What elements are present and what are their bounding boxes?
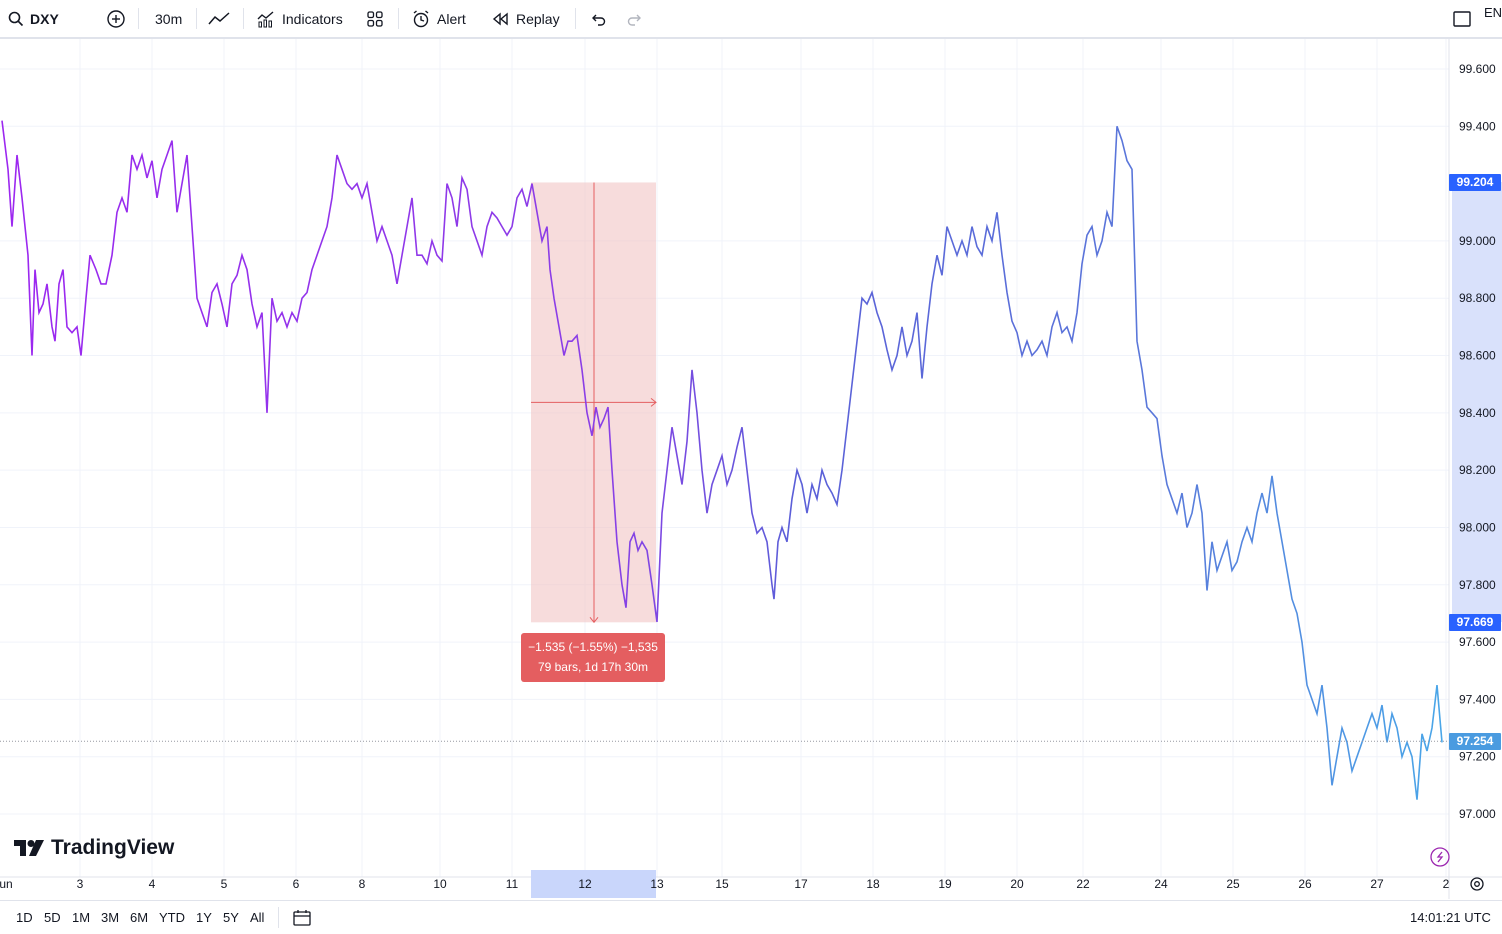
grid-icon <box>367 10 383 27</box>
time-tick-label: un <box>0 877 13 891</box>
settings-gear-icon[interactable] <box>1470 877 1484 891</box>
range-6m[interactable]: 6M <box>130 910 149 925</box>
time-tick-label: 22 <box>1076 877 1090 891</box>
range-1d[interactable]: 1D <box>16 910 33 925</box>
time-tick-label: 15 <box>715 877 729 891</box>
price-tag-low: 97.669 <box>1449 614 1501 631</box>
price-tick-label: 99.600 <box>1459 62 1496 76</box>
time-tick-label: 25 <box>1226 877 1240 891</box>
price-tick-label: 99.400 <box>1459 119 1496 133</box>
time-axis-range-highlight <box>531 870 656 898</box>
price-tick-label: 97.800 <box>1459 578 1496 592</box>
arrow-right-icon <box>650 397 657 407</box>
top-toolbar: DXY 30m Indicators Alert Replay EN <box>0 0 1502 39</box>
date-range-button[interactable] <box>292 901 312 934</box>
indicators-button[interactable]: Indicators <box>256 0 343 37</box>
time-tick-label: 11 <box>506 877 519 891</box>
price-line <box>1 120 1443 800</box>
layouts-button[interactable] <box>366 0 384 37</box>
range-1y[interactable]: 1Y <box>196 910 212 925</box>
bottom-toolbar: 1D 5D 1M 3M 6M YTD 1Y 5Y All 14:01:21 UTC <box>0 900 1502 934</box>
calendar-icon <box>293 909 311 926</box>
time-tick-label: 17 <box>794 877 808 891</box>
price-tick-label: 98.000 <box>1459 520 1496 534</box>
price-tick-label: 98.200 <box>1459 463 1496 477</box>
time-axis[interactable]: un 3 4 5 6 8 10 11 12 13 15 17 18 19 20 22 24 25 26 27 2 <box>0 877 1450 891</box>
price-tick-label: 97.400 <box>1459 692 1496 706</box>
range-ytd[interactable]: YTD <box>159 910 185 925</box>
time-tick-label: 8 <box>359 877 366 891</box>
time-tick-label: 10 <box>433 877 447 891</box>
time-tick-label: 19 <box>938 877 952 891</box>
price-tick-label: 98.600 <box>1459 349 1496 363</box>
measure-tooltip: −1.535 (−1.55%) −1,535 79 bars, 1d 17h 3… <box>521 633 665 682</box>
price-tick-label: 98.400 <box>1459 406 1496 420</box>
replay-label: Replay <box>516 10 560 27</box>
time-tick-label: 13 <box>650 877 664 891</box>
range-1m[interactable]: 1M <box>72 910 91 925</box>
price-tag-last: 97.254 <box>1449 733 1501 750</box>
price-tick-label: 98.800 <box>1459 291 1496 305</box>
measure-bars: 79 bars, 1d 17h 30m <box>537 660 649 674</box>
range-5y[interactable]: 5Y <box>223 910 239 925</box>
tradingview-logo[interactable]: TradingView <box>14 836 174 860</box>
lightning-icon[interactable] <box>1430 847 1450 867</box>
price-axis-range-highlight <box>1452 182 1502 622</box>
interval-button[interactable]: 30m <box>155 10 183 27</box>
time-tick-label: 5 <box>221 877 228 891</box>
undo-button[interactable] <box>589 0 607 37</box>
redo-icon <box>627 14 641 26</box>
rewind-icon <box>492 12 508 25</box>
time-tick-label: 27 <box>1370 877 1384 891</box>
measure-change: −1.535 (−1.55%) −1,535 <box>528 640 658 654</box>
time-tick-label: 12 <box>578 877 592 891</box>
time-tick-label: 2 <box>1443 877 1450 891</box>
redo-button[interactable] <box>626 0 644 37</box>
alert-label: Alert <box>437 10 466 27</box>
price-tag-high: 99.204 <box>1449 174 1501 191</box>
line-chart-icon <box>208 11 230 24</box>
tradingview-logo-icon <box>14 840 44 856</box>
alert-button[interactable]: Alert <box>411 0 466 37</box>
price-ticks: 99.600 99.400 99.000 98.800 98.600 98.400 98.2… <box>1459 62 1496 821</box>
time-tick-label: 26 <box>1298 877 1312 891</box>
price-tick-label: 97.600 <box>1459 635 1496 649</box>
square-icon <box>1453 10 1471 27</box>
clock[interactable]: 14:01:21 UTC <box>1410 910 1491 925</box>
measure-box[interactable] <box>531 182 657 624</box>
language-button[interactable]: EN <box>1484 5 1502 20</box>
logo-text: TradingView <box>51 836 175 859</box>
range-all[interactable]: All <box>250 910 265 925</box>
time-tick-label: 24 <box>1154 877 1168 891</box>
time-tick-label: 6 <box>293 877 300 891</box>
price-tick-label: 97.200 <box>1459 750 1496 764</box>
symbol-search[interactable]: DXY <box>8 0 59 37</box>
fullscreen-button[interactable] <box>1452 0 1472 37</box>
price-tick-label: 97.000 <box>1459 807 1496 821</box>
indicators-label: Indicators <box>282 10 343 27</box>
range-5d[interactable]: 5D <box>44 910 61 925</box>
time-tick-label: 20 <box>1010 877 1024 891</box>
chart-type-button[interactable] <box>207 0 231 37</box>
price-tick-label: 99.000 <box>1459 234 1496 248</box>
add-circle-icon <box>107 9 125 28</box>
replay-button[interactable]: Replay <box>492 0 560 37</box>
symbol-label: DXY <box>30 10 59 27</box>
time-tick-label: 18 <box>866 877 880 891</box>
indicators-icon <box>257 10 274 27</box>
undo-icon <box>592 14 606 26</box>
range-3m[interactable]: 3M <box>101 910 120 925</box>
alarm-clock-icon <box>413 9 429 27</box>
search-icon <box>8 11 24 26</box>
chart-area[interactable]: 99.600 99.400 99.000 98.800 98.600 98.400 98.2… <box>0 39 1502 899</box>
arrow-down-icon <box>589 616 599 624</box>
compare-button[interactable] <box>106 0 126 37</box>
time-tick-label: 3 <box>77 877 84 891</box>
time-tick-label: 4 <box>149 877 156 891</box>
price-chart[interactable]: 99.600 99.400 99.000 98.800 98.600 98.400 98.2… <box>0 39 1502 899</box>
